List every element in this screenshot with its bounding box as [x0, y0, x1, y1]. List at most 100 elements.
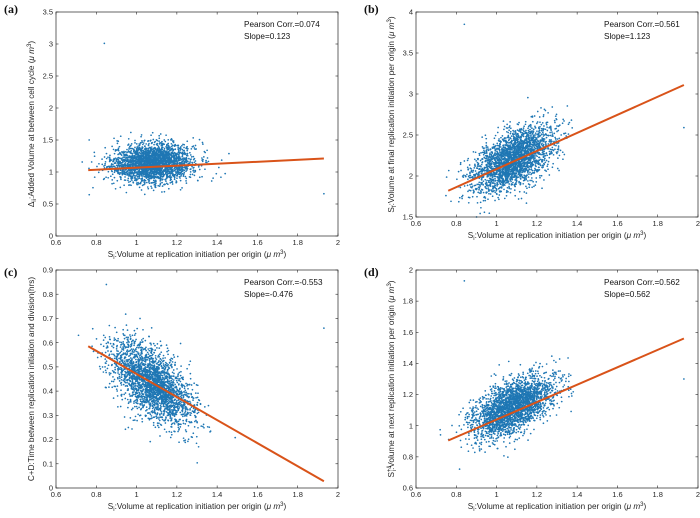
scatter-point [508, 158, 511, 160]
scatter-point [157, 184, 160, 187]
scatter-point [134, 139, 136, 142]
scatter-point [490, 180, 493, 182]
scatter-point [131, 163, 134, 166]
scatter-point [511, 144, 514, 146]
scatter-point [118, 173, 121, 176]
scatter-point [164, 178, 167, 181]
scatter-point [531, 137, 534, 139]
scatter-point [153, 143, 155, 146]
scatter-point [522, 182, 525, 185]
scatter-point [559, 149, 562, 152]
scatter-point [159, 133, 162, 135]
scatter-point [107, 156, 109, 159]
scatter-point [135, 147, 138, 150]
scatter-point [494, 199, 496, 202]
scatter-point [503, 128, 505, 131]
scatter-point [499, 140, 502, 142]
xl-post: :Volume at replication initiation per or… [475, 231, 627, 240]
scatter-point [134, 142, 136, 144]
scatter-point [193, 147, 196, 149]
scatter-point [105, 176, 107, 179]
scatter-point [479, 201, 482, 204]
scatter-point [143, 193, 146, 196]
y-tick-label: 3 [409, 90, 413, 99]
scatter-point [505, 137, 507, 139]
scatter-point [476, 165, 479, 167]
scatter-point [508, 138, 510, 141]
scatter-point [170, 156, 173, 158]
scatter-point [487, 165, 490, 168]
scatter-point [148, 182, 151, 185]
scatter-point [551, 131, 553, 133]
scatter-point [484, 178, 487, 181]
scatter-point [150, 168, 153, 170]
scatter-point [201, 175, 203, 178]
scatter-point [523, 132, 525, 135]
scatter-point [137, 175, 139, 178]
scatter-point [142, 142, 145, 144]
scatter-point [158, 137, 161, 140]
scatter-point [145, 177, 148, 180]
scatter-point [88, 167, 90, 170]
scatter-point [525, 132, 528, 135]
scatter-point [185, 177, 188, 180]
xl-sup: 3 [280, 250, 284, 256]
scatter-point [179, 179, 182, 182]
scatter-point [151, 162, 154, 165]
scatter-point [201, 158, 204, 161]
scatter-point [480, 179, 483, 181]
scatter-point [181, 161, 183, 164]
scatter-point [141, 171, 144, 174]
scatter-point [187, 162, 190, 165]
scatter-point [505, 194, 508, 197]
scatter-point [513, 189, 516, 191]
scatter-point [148, 142, 150, 145]
scatter-point [112, 163, 114, 166]
scatter-point [142, 173, 145, 176]
scatter-point [557, 157, 559, 159]
scatter-point [181, 144, 183, 147]
scatter-point [163, 190, 166, 193]
scatter-point [518, 141, 521, 144]
scatter-point [533, 115, 536, 117]
scatter-point [507, 134, 510, 137]
x-tick-label: 1.6 [252, 238, 262, 247]
scatter-point [171, 180, 174, 183]
scatter-point [536, 130, 538, 133]
scatter-point [517, 133, 519, 135]
scatter-point [531, 164, 534, 167]
scatter-point [546, 129, 549, 132]
scatter-point [190, 156, 193, 158]
scatter-point [133, 156, 135, 158]
scatter-point [483, 169, 486, 172]
scatter-point [506, 186, 509, 189]
scatter-point [198, 168, 201, 171]
scatter-point [535, 177, 538, 179]
scatter-point [88, 193, 91, 196]
scatter-point [136, 183, 139, 186]
scatter-point [167, 138, 170, 141]
scatter-point [484, 134, 487, 137]
scatter-point [141, 184, 144, 187]
scatter-point [485, 146, 488, 149]
scatter-point [179, 147, 182, 149]
scatter-point [148, 171, 151, 174]
scatter-point [540, 143, 543, 146]
scatter-point [529, 132, 531, 135]
scatter-point [146, 159, 149, 162]
scatter-point [150, 147, 152, 150]
scatter-point [494, 177, 496, 180]
scatter-point [505, 143, 508, 145]
scatter-point [480, 163, 483, 166]
scatter-point [139, 141, 142, 144]
scatter-point [168, 146, 171, 148]
scatter-point [459, 161, 462, 164]
scatter-point [479, 185, 482, 187]
scatter-point [132, 161, 134, 163]
scatter-point [119, 176, 122, 179]
scatter-point [151, 160, 153, 162]
scatter-point [530, 179, 533, 182]
scatter-point [125, 160, 127, 162]
scatter-point [98, 162, 100, 165]
scatter-point [522, 179, 525, 182]
